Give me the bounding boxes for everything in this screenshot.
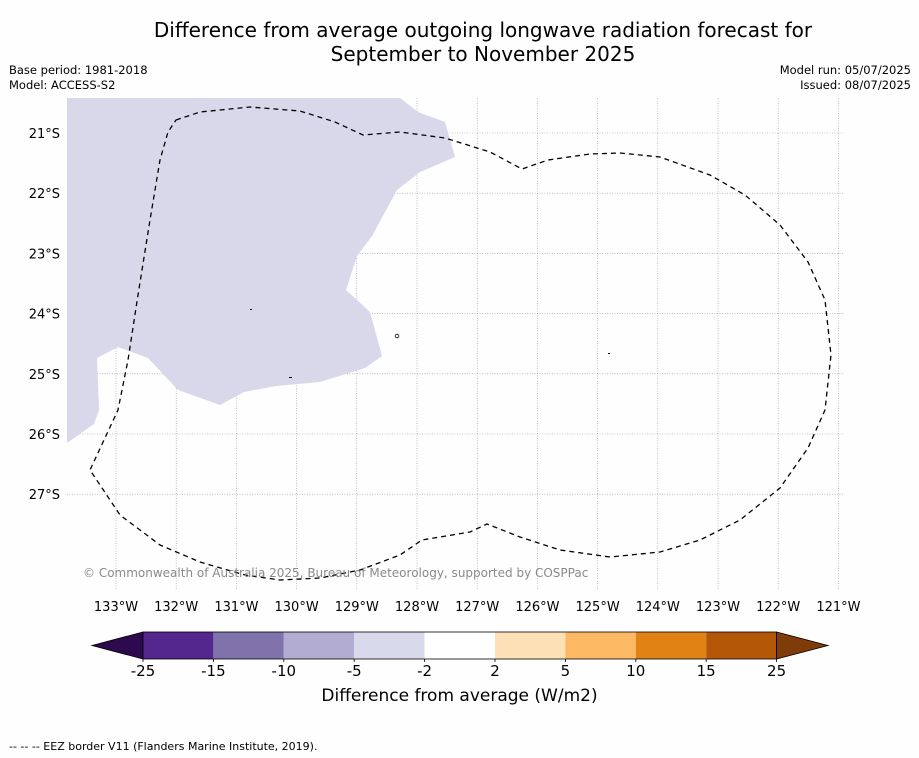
longitude-label: 124°W [636,600,680,615]
colorbar-tick-label: 2 [490,662,500,680]
longitude-label: 132°W [154,600,198,615]
eez-border [89,106,832,581]
longitude-label: 133°W [94,600,138,615]
colorbar-tick-label: -5 [347,662,362,680]
meta-right: Model run: 05/07/2025 Issued: 08/07/2025 [780,63,911,93]
latitude-label: 21°S [29,127,60,142]
colorbar-segment [143,632,214,659]
colorbar: -25 -15 -10 -5 -2 2 5 10 15 25 [90,631,830,680]
copyright-notice: © Commonwealth of Australia 2025, Bureau… [83,566,588,580]
latitude-label: 24°S [29,308,60,323]
latitude-label: 25°S [29,368,60,383]
colorbar-segment [706,632,777,659]
longitude-label: 123°W [696,600,740,615]
issued-date: Issued: 08/07/2025 [800,78,911,92]
colorbar-tick-label: 25 [767,662,786,680]
colorbar-segment [635,632,707,659]
colorbar-segment [424,632,495,659]
longitude-label: 128°W [395,600,439,615]
footnote: -- -- -- EEZ border V11 (Flanders Marine… [9,740,318,753]
anomaly-fill-region [67,98,455,443]
colorbar-segment [565,632,636,659]
model-name: Model: ACCESS-S2 [9,78,116,92]
colorbar-tick-label: -2 [417,662,432,680]
colorbar-tick-label: -15 [201,662,226,680]
colorbar-tick-label: -25 [131,662,156,680]
colorbar-label: Difference from average (W/m2) [321,686,598,706]
latitude-labels: 21°S 22°S 23°S 24°S 25°S 26°S 27°S [29,127,60,503]
title-line-1: Difference from average outgoing longwav… [153,18,813,42]
colorbar-segment [495,632,566,659]
colorbar-segment [283,632,355,659]
colorbar-tick-label: 5 [561,662,571,680]
colorbar-tick-label: 15 [697,662,716,680]
island-marker [608,353,610,354]
colorbar-extend-low [90,631,144,660]
colorbar-segment [354,632,425,659]
title-line-2: September to November 2025 [330,42,636,66]
colorbar-extend-high [776,631,830,660]
meta-left: Base period: 1981-2018 Model: ACCESS-S2 [9,63,148,93]
map-area [67,98,832,581]
longitude-label: 122°W [756,600,800,615]
colorbar-segment [213,632,284,659]
longitude-label: 129°W [335,600,379,615]
colorbar-outline [142,631,777,660]
base-period: Base period: 1981-2018 [9,63,148,77]
longitude-label: 125°W [576,600,620,615]
island-marker [289,377,292,378]
longitude-label: 130°W [275,600,319,615]
island-marker [250,309,252,310]
longitude-label: 127°W [455,600,499,615]
colorbar-tick-label: 10 [626,662,645,680]
latitude-label: 23°S [29,247,60,262]
longitude-label: 126°W [515,600,559,615]
colorbar-tick-label: -10 [272,662,297,680]
longitude-labels: 133°W 132°W 131°W 130°W 129°W 128°W 127°W 126°W… [94,600,861,615]
longitude-label: 131°W [214,600,258,615]
latitude-label: 27°S [29,488,60,503]
longitude-label: 121°W [816,600,860,615]
latitude-label: 22°S [29,187,60,202]
model-run: Model run: 05/07/2025 [779,63,911,77]
chart-title: Difference from average outgoing longwav… [0,18,919,66]
latitude-label: 26°S [29,428,60,443]
island-marker [394,333,400,339]
